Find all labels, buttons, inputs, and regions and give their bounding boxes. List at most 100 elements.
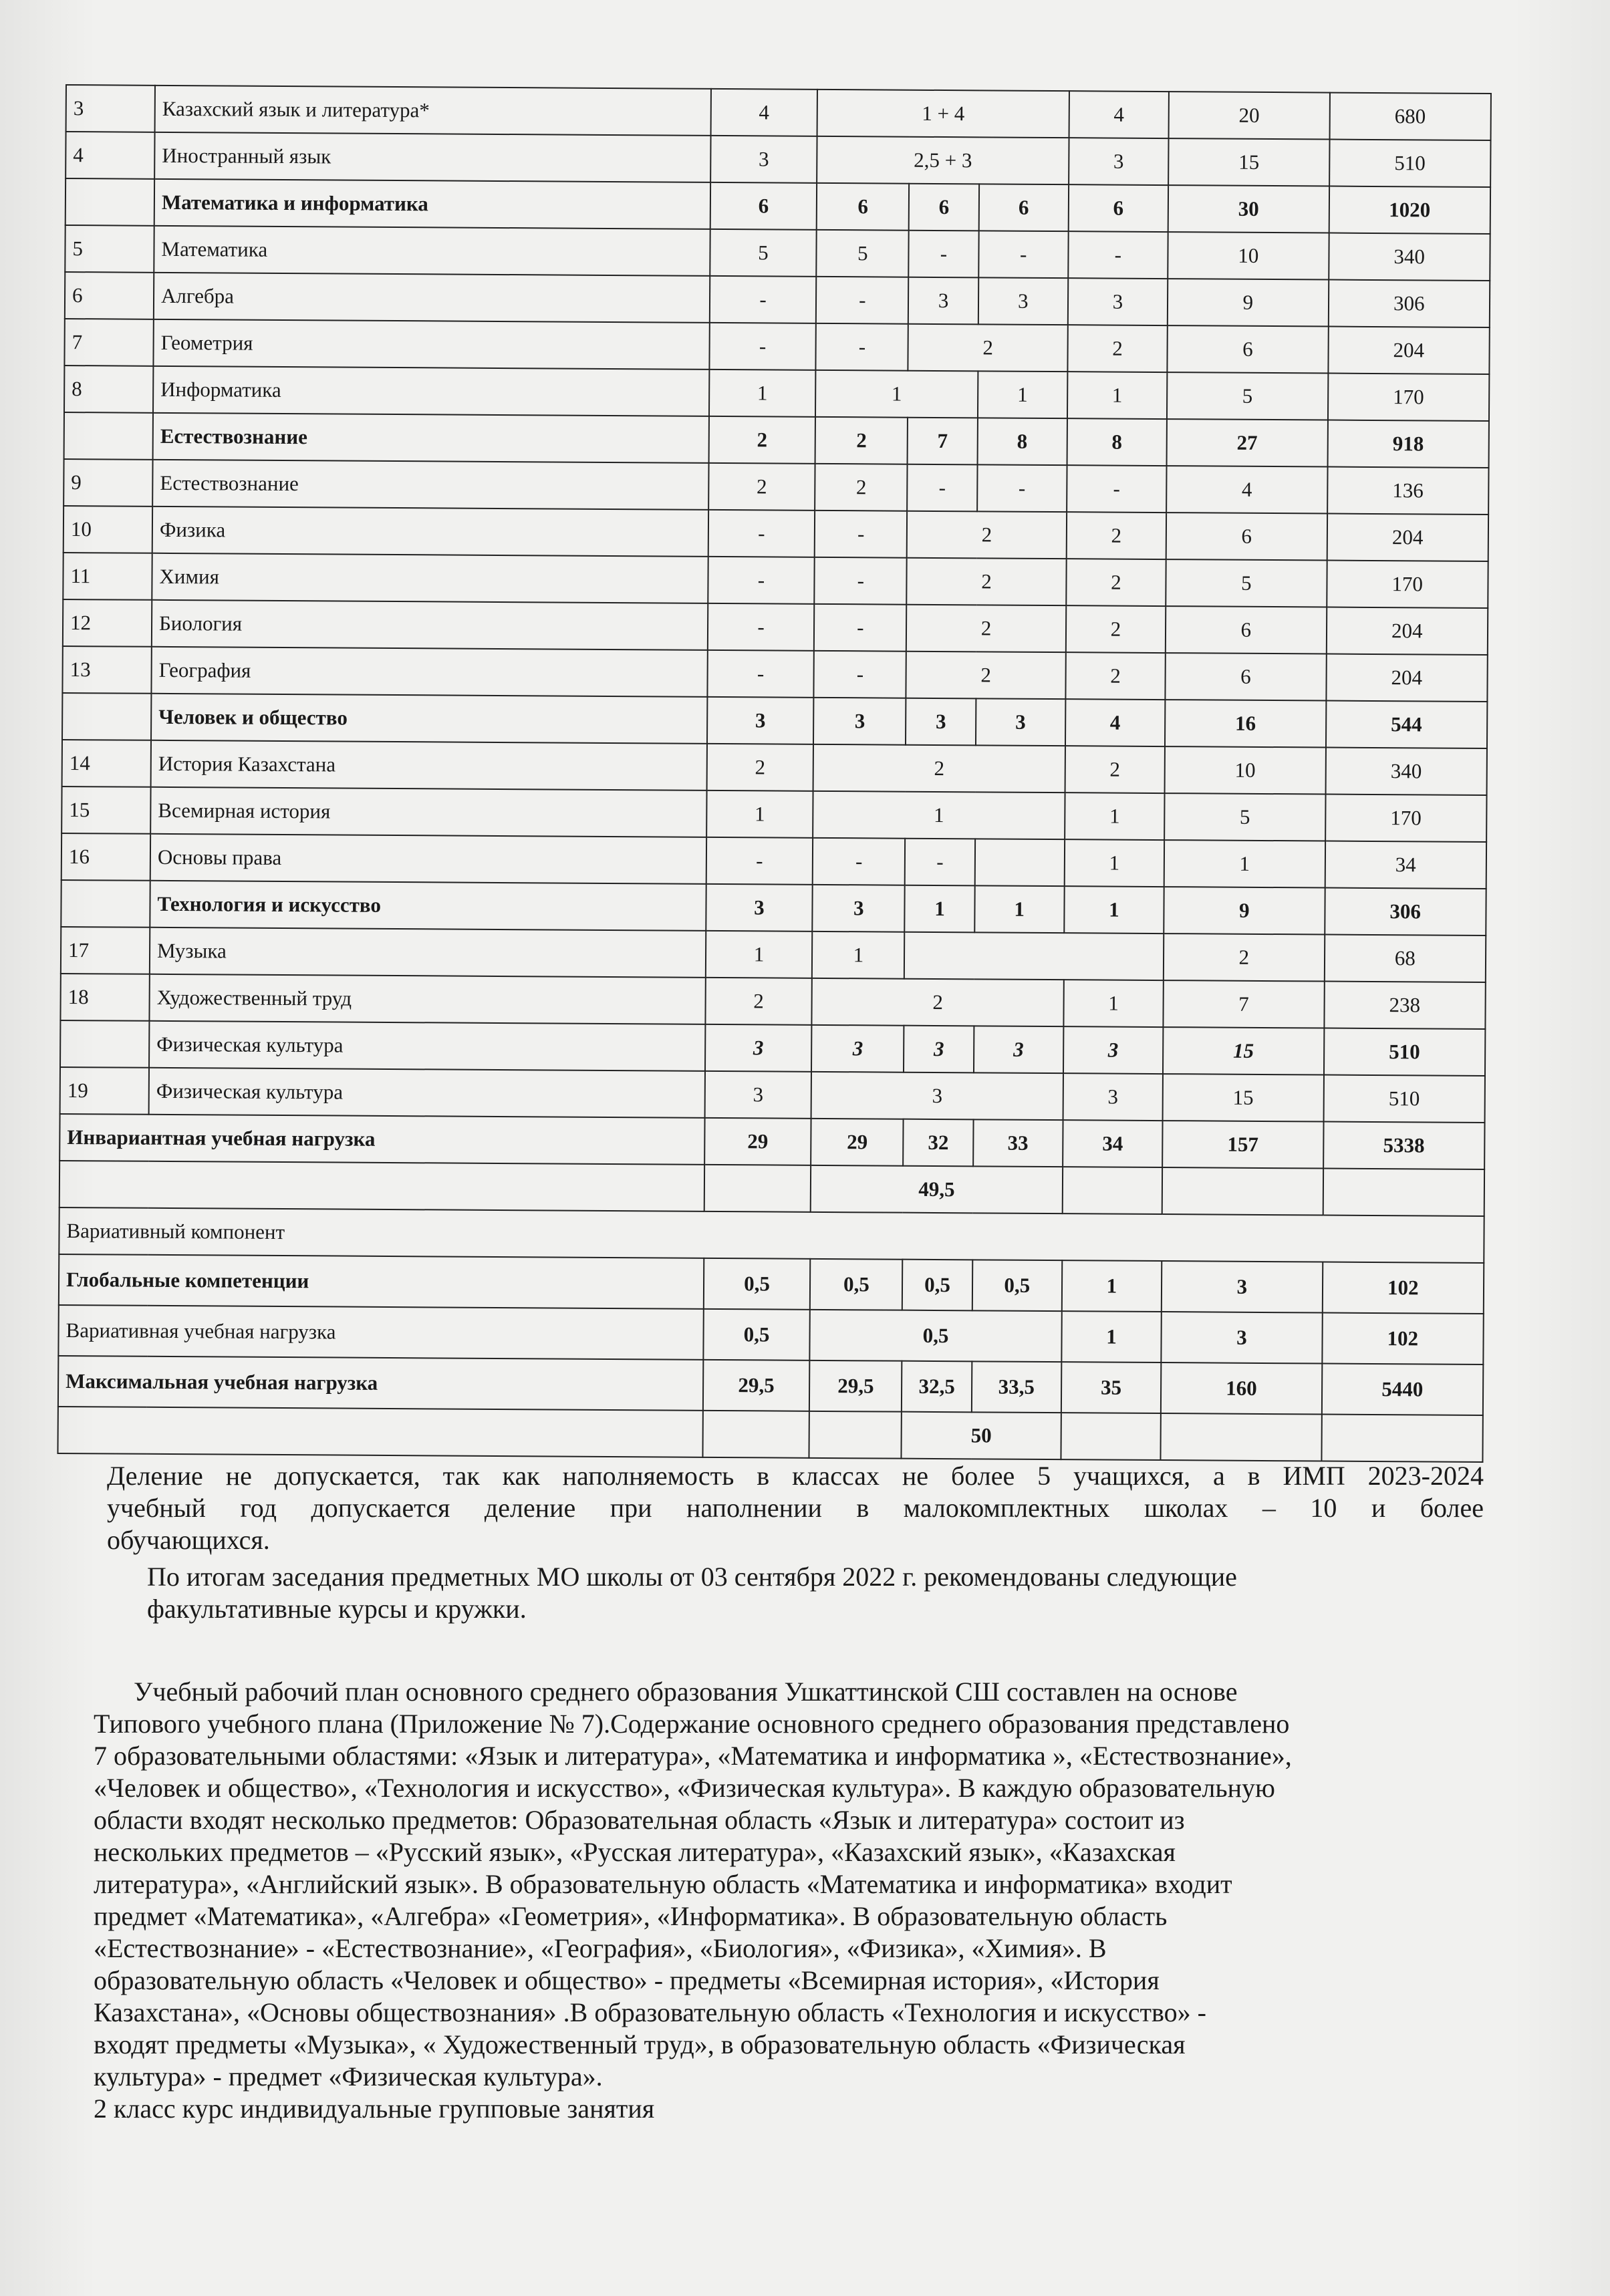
description-line: литература», «Английский язык». В образо… <box>94 1869 1232 1899</box>
grade-hours-cell: 1 <box>1063 980 1164 1028</box>
grade-hours-cell: 2 <box>705 977 813 1025</box>
grade-hours-cell: 34 <box>1062 1120 1163 1168</box>
grade-hours-cell: 2 <box>706 743 814 791</box>
row-number-cell: 12 <box>62 599 152 647</box>
weekly-total-cell: 4 <box>1166 466 1328 514</box>
grade-hours-cell: - <box>707 556 815 604</box>
description-line: «Естествознание» - «Естествознание», «Ге… <box>94 1933 1107 1963</box>
plan-description-paragraph: Учебный рабочий план основного среднего … <box>94 1676 1470 2125</box>
row-number-cell <box>61 879 150 927</box>
grade-hours-cell: - <box>978 231 1069 279</box>
weekly-total-cell: 6 <box>1165 606 1327 654</box>
table-row: 4 Иностранный язык 3 2,5 + 3 3 15 510 <box>65 132 1491 188</box>
grade-hours-cell: 6 <box>710 182 817 230</box>
weekly-total-cell: 5 <box>1167 372 1328 420</box>
curriculum-table-body: 3 Казахский язык и литература* 4 1 + 4 4 20 68… <box>57 85 1491 1462</box>
grade-hours-cell: - <box>707 603 815 651</box>
grade-hours-cell: 1 <box>904 885 975 933</box>
grade-hours-cell: - <box>905 838 975 886</box>
subject-cell: Физическая культура <box>148 1020 706 1071</box>
grade-hours-cell: 2 <box>815 463 908 511</box>
row-number-cell: 10 <box>63 505 153 553</box>
grade-hours-cell: 3 <box>978 277 1069 325</box>
grade-hours-cell: 35 <box>1061 1362 1162 1414</box>
summary-label-cell <box>57 1406 703 1457</box>
grade-hours-cell: 3 <box>973 1026 1064 1074</box>
yearly-total-cell: 918 <box>1327 420 1489 468</box>
note-line: Деление не допускается, так как наполняе… <box>107 1461 1484 1491</box>
table-row: Максимальная учебная нагрузка 29,5 29,5 32,… <box>57 1355 1484 1415</box>
grade-hours-cell: 3 <box>1068 138 1169 186</box>
weekly-total-cell: 9 <box>1164 887 1325 935</box>
grade-hours-cell: - <box>813 650 907 698</box>
grade-hours-cell: 2 <box>908 323 1068 372</box>
weekly-total-cell: 6 <box>1165 653 1327 701</box>
subject-cell: Человек и общество <box>150 693 708 744</box>
subject-cell: Художественный труд <box>149 974 706 1024</box>
subject-cell: Технология и искусство <box>150 880 706 931</box>
weekly-total-cell: 7 <box>1163 980 1325 1028</box>
grade-hours-cell: 2 <box>1066 512 1167 560</box>
grade-hours-cell: 0,5 <box>902 1259 973 1311</box>
grade-hours-cell: 2,5 + 3 <box>817 136 1069 185</box>
table-row: Физическая культура 3 3 3 3 3 15 510 <box>60 1020 1486 1077</box>
subject-cell: Основы права <box>150 833 706 884</box>
table-row: 49,5 <box>59 1160 1485 1216</box>
grade-hours-cell: 2 <box>1065 652 1166 700</box>
table-row: 18 Художественный труд 2 2 1 7 238 <box>60 973 1486 1030</box>
subject-cell: Информатика <box>152 366 710 416</box>
grade-hours-cell <box>974 839 1065 887</box>
grade-hours-cell: - <box>709 275 817 323</box>
yearly-total-cell: 510 <box>1329 139 1491 188</box>
grade-hours-cell: 4 <box>1069 91 1170 139</box>
weekly-total-cell: 3 <box>1161 1312 1323 1364</box>
yearly-total-cell <box>1321 1414 1483 1462</box>
subject-cell: Биология <box>151 599 708 650</box>
grade-hours-cell: 3 <box>908 277 978 325</box>
grade-hours-cell: 2 <box>906 604 1067 653</box>
table-row: Человек и общество 3 3 3 3 4 16 544 <box>62 692 1488 749</box>
grade-hours-cell: 3 <box>811 1024 904 1072</box>
row-number-cell: 9 <box>63 458 153 507</box>
yearly-total-cell: 510 <box>1323 1028 1486 1077</box>
subject-cell: География <box>151 646 708 697</box>
row-number-cell: 11 <box>63 552 152 600</box>
table-row: 50 <box>57 1406 1483 1462</box>
table-row: 17 Музыка 1 1 2 68 <box>60 926 1486 983</box>
yearly-total-cell: 68 <box>1324 934 1486 983</box>
summary-label-cell <box>59 1160 704 1211</box>
row-number-cell: 8 <box>64 365 154 413</box>
weekly-total-cell: 6 <box>1166 513 1327 561</box>
weekly-total-cell <box>1162 1167 1323 1215</box>
description-line: входят предметы «Музыка», « Художественн… <box>94 2029 1186 2059</box>
grade-hours-cell: 29 <box>811 1118 904 1166</box>
table-row: 13 География - -2 2 6 204 <box>62 645 1488 702</box>
grade-hours-cell: 3 <box>705 883 813 931</box>
grade-hours-cell: 3 <box>704 1070 812 1119</box>
grade-hours-cell: 1 <box>1061 1260 1162 1312</box>
summary-label-cell: Глобальные компетенции <box>58 1254 704 1309</box>
description-line: культура» - предмет «Физическая культура… <box>94 2061 603 2092</box>
yearly-total-cell: 306 <box>1324 887 1486 936</box>
grade-hours-cell: 5 <box>709 229 817 277</box>
grade-hours-cell: - <box>976 464 1067 513</box>
grade-hours-cell: 1 <box>708 369 816 417</box>
table-row: 16 Основы права - - -1 1 34 <box>61 833 1487 889</box>
yearly-total-cell: 306 <box>1328 279 1490 328</box>
yearly-total-cell: 102 <box>1321 1312 1484 1365</box>
weekly-total-cell: 2 <box>1163 934 1325 982</box>
grade-hours-cell: 1 <box>974 885 1065 934</box>
grade-hours-cell: 32 <box>903 1119 974 1167</box>
grade-hours-cell: 50 <box>901 1411 1061 1460</box>
grade-hours-cell: 6 <box>978 184 1069 232</box>
grade-hours-cell: - <box>814 557 908 605</box>
yearly-total-cell: 34 <box>1325 841 1487 889</box>
grade-hours-cell: 3 <box>906 698 976 746</box>
grade-hours-cell <box>1062 1167 1163 1215</box>
yearly-total-cell: 204 <box>1327 326 1490 375</box>
row-number-cell: 14 <box>61 739 151 787</box>
weekly-total-cell: 10 <box>1164 746 1326 795</box>
weekly-total-cell: 10 <box>1168 232 1329 280</box>
description-line: Типового учебного плана (Приложение № 7)… <box>94 1709 1290 1739</box>
grade-hours-cell: 1 <box>812 931 905 979</box>
